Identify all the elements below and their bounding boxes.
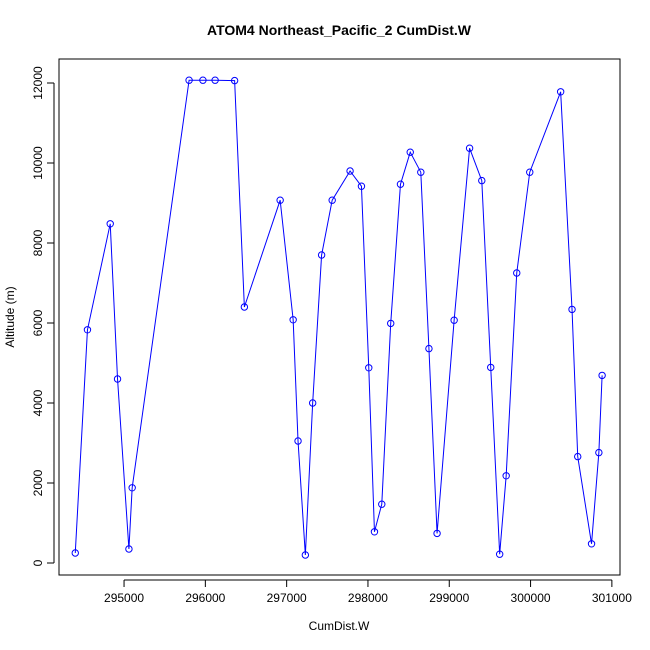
y-axis: 0 2000 4000 6000 8000 10000 12000 [31,66,55,566]
data-point [289,316,297,324]
x-axis-label: CumDist.W [309,619,370,633]
data-point [211,76,219,84]
data-point [365,364,373,372]
data-point [240,303,249,311]
data-point [199,76,207,84]
data-point [465,144,474,152]
data-point [370,528,379,536]
y-tick-label: 6000 [31,309,45,336]
data-point [113,375,122,383]
data-point [308,399,317,407]
data-point [71,549,79,557]
data-point [317,251,326,259]
data-point [387,319,395,328]
x-tick-label: 301000 [592,591,632,605]
x-axis: 295000 296000 297000 298000 299000 300000 3010… [104,579,632,605]
data-point [406,148,414,156]
y-tick-label: 2000 [31,469,45,496]
data-point [396,180,405,188]
data-point [450,316,458,324]
x-tick-label: 297000 [267,591,307,605]
data-point [487,363,495,372]
data-point [598,371,606,380]
y-axis-label: Altitude (m) [3,286,17,347]
data-point [128,484,136,492]
data-point [502,472,510,480]
y-tick-label: 10000 [31,146,45,180]
x-tick-label: 299000 [429,591,469,605]
data-point [301,551,310,559]
y-tick-label: 4000 [31,389,45,416]
data-point [433,529,441,538]
y-tick-label: 12000 [31,66,45,100]
data-point [526,168,534,176]
data-point [106,220,114,228]
chart-title: ATOM4 Northeast_Pacific_2 CumDist.W [207,22,472,38]
data-point [294,437,302,445]
data-point [83,326,92,334]
y-tick-label: 8000 [31,229,45,256]
data-point [425,344,433,353]
data-point [417,168,425,176]
x-tick-label: 296000 [185,591,225,605]
plot-frame [58,58,621,576]
data-point [568,305,576,314]
data-point [328,196,336,204]
data-point [587,540,596,548]
data-point [478,176,486,185]
data-point [125,545,133,553]
plot-series [71,76,606,559]
series-line [74,79,603,556]
data-point [357,182,366,190]
x-tick-label: 298000 [348,591,388,605]
x-tick-label: 295000 [104,591,144,605]
data-point [230,76,239,85]
data-point [378,500,386,508]
data-point [595,448,603,457]
data-point [513,269,521,277]
data-point [495,550,504,558]
y-tick-label: 0 [31,559,45,566]
data-point [574,452,582,461]
x-tick-label: 300000 [511,591,551,605]
data-point [556,88,565,96]
data-point [346,167,354,175]
data-point [276,196,284,204]
data-point [185,76,193,84]
